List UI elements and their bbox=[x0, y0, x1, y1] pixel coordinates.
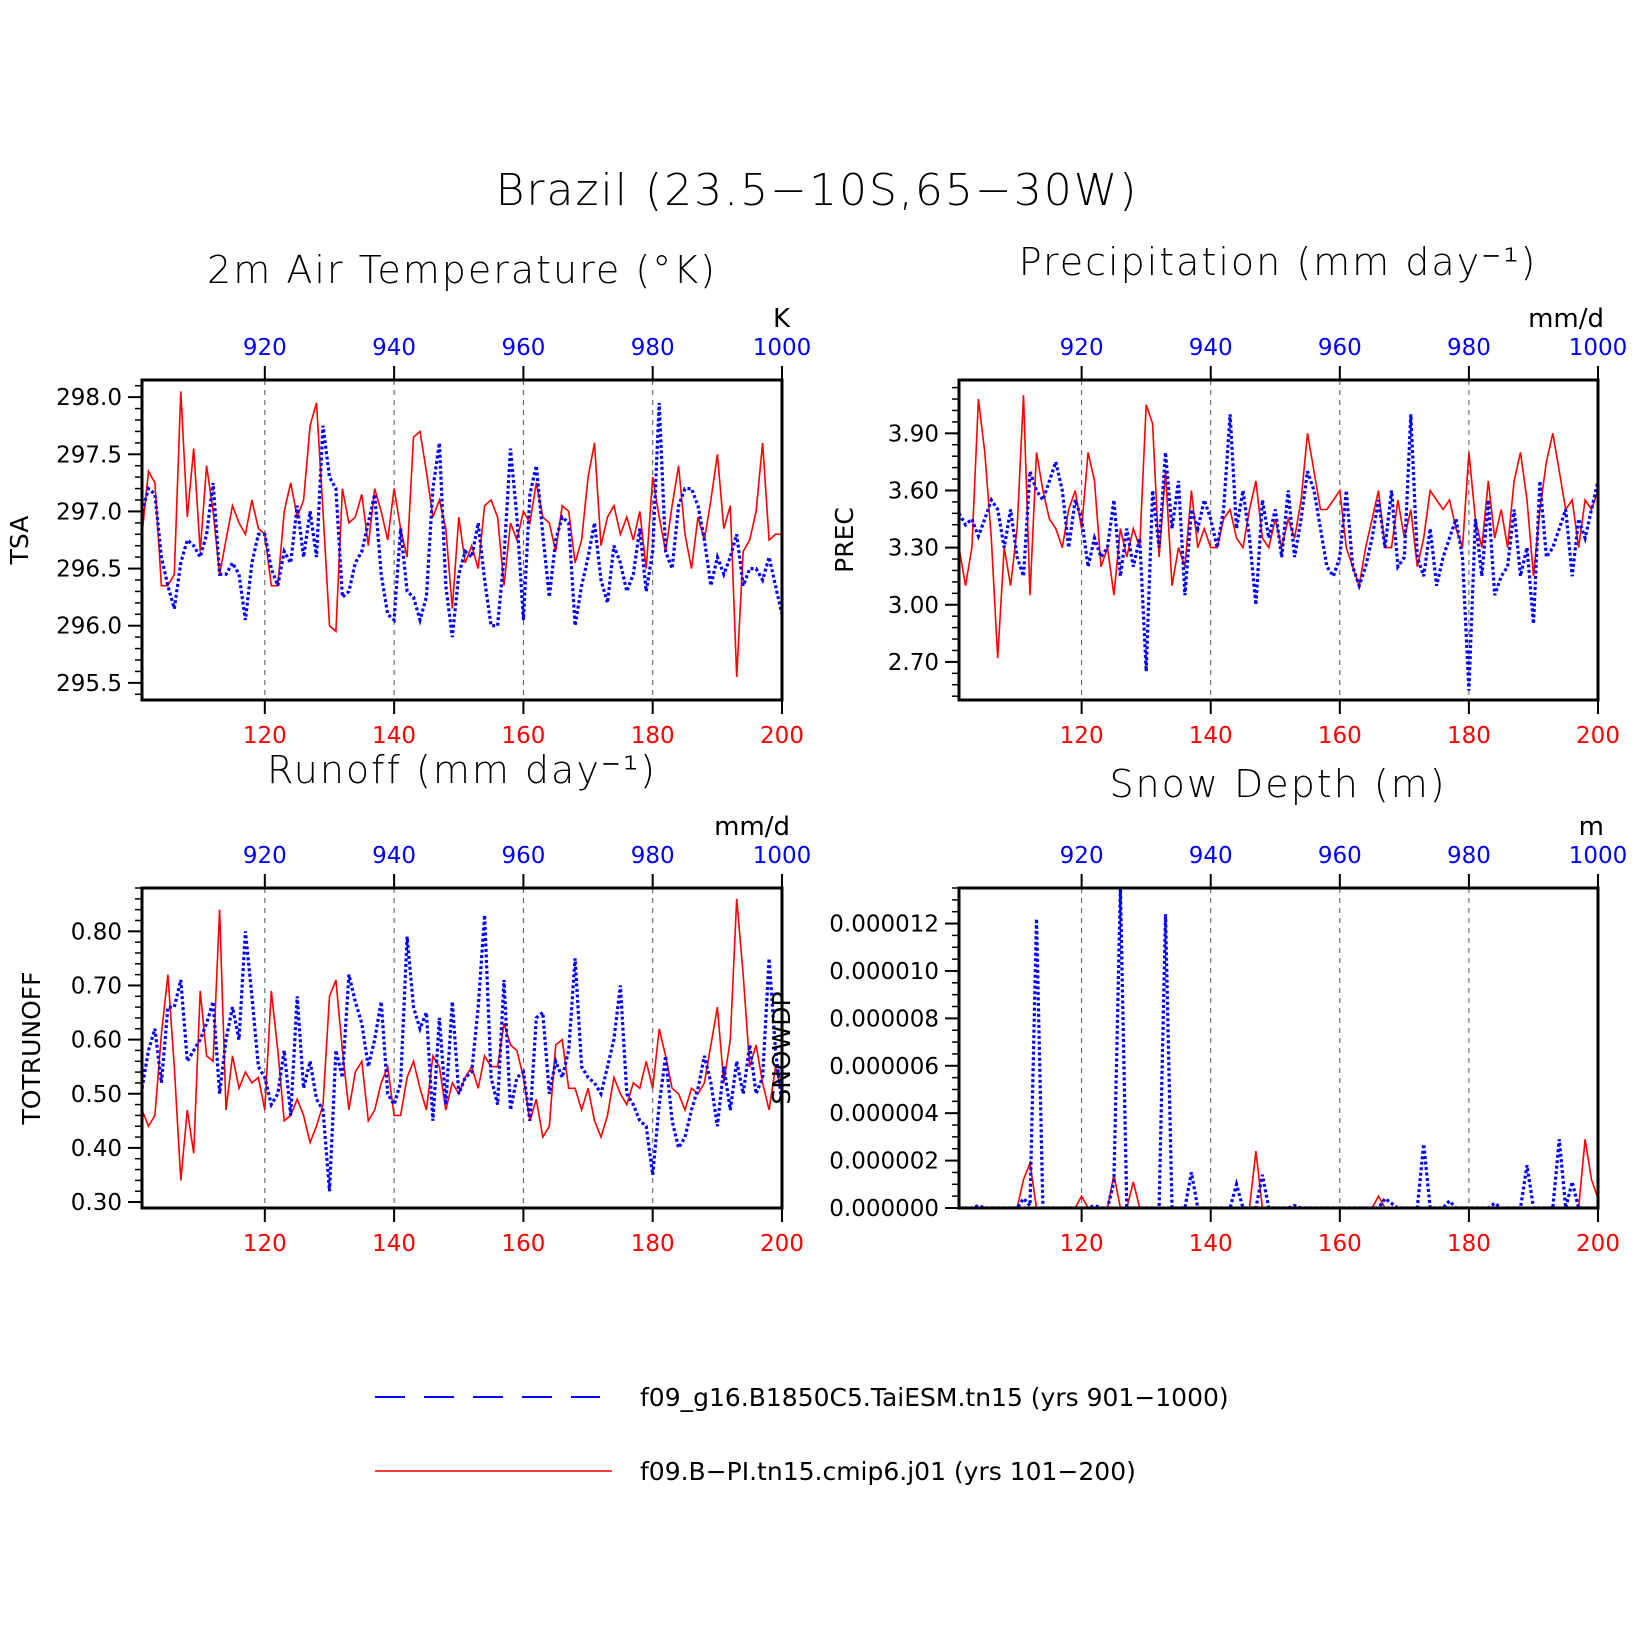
y-tick-label: 0.000000 bbox=[829, 1196, 939, 1222]
y-tick-label: 298.0 bbox=[56, 385, 122, 411]
y-tick-label: 0.000012 bbox=[829, 912, 939, 938]
y-tick-label: 297.5 bbox=[56, 442, 122, 468]
panel-runoff: Runoff (mm day⁻¹) mm/d TOTRUNOFF 0.30 0.40 0.… bbox=[17, 748, 811, 1257]
panel-air-temperature: 2m Air Temperature (°K) K TSA 295.5 296.0 296… bbox=[5, 248, 811, 749]
y-tick-label: 0.000002 bbox=[829, 1149, 939, 1175]
y-tick-label: 0.30 bbox=[71, 1190, 122, 1216]
legend-label-blue: f09_g16.B1850C5.TaiESM.tn15 (yrs 901−100… bbox=[640, 1383, 1229, 1412]
y-axis-label-runoff: TOTRUNOFF bbox=[17, 971, 46, 1125]
series-line-blue bbox=[142, 402, 782, 638]
y-axis-label-air-temperature: TSA bbox=[5, 516, 34, 566]
plot-frame bbox=[957, 378, 1600, 702]
panel-title-snow-depth: Snow Depth (m) bbox=[1109, 762, 1446, 806]
plot-frame bbox=[957, 886, 1600, 1210]
y-axis-label-precipitation: PREC bbox=[830, 507, 859, 573]
panel-precipitation: Precipitation (mm day⁻¹) mm/d PREC 2.70 3.00… bbox=[830, 240, 1627, 749]
series-line-red bbox=[959, 1139, 1598, 1208]
x-bottom-tick-label: 160 bbox=[1318, 723, 1362, 749]
x-top-tick-label: 940 bbox=[1189, 843, 1233, 869]
x-bottom-tick-label: 180 bbox=[631, 723, 675, 749]
panel-snow-depth: Snow Depth (m) m SNOWDP 0.000000 0.000002 0.0… bbox=[767, 762, 1627, 1257]
x-top-tick-label: 960 bbox=[1318, 335, 1362, 361]
y-tick-label: 0.000006 bbox=[829, 1054, 939, 1080]
x-bottom-tick-label: 120 bbox=[1060, 723, 1104, 749]
series-line-blue bbox=[959, 414, 1598, 691]
x-bottom-tick-label: 140 bbox=[372, 723, 416, 749]
x-top-tick-label: 920 bbox=[1060, 843, 1104, 869]
units-label-air-temperature: K bbox=[773, 304, 791, 334]
y-tick-label: 0.50 bbox=[71, 1082, 122, 1108]
y-tick-label: 3.00 bbox=[888, 593, 939, 619]
x-top-tick-label: 1000 bbox=[753, 335, 812, 361]
x-bottom-tick-label: 140 bbox=[1189, 723, 1233, 749]
x-bottom-tick-label: 200 bbox=[1576, 1231, 1620, 1257]
y-tick-label: 3.60 bbox=[888, 478, 939, 504]
x-bottom-tick-label: 200 bbox=[1576, 723, 1620, 749]
x-top-tick-label: 960 bbox=[501, 843, 545, 869]
x-bottom-tick-label: 140 bbox=[372, 1231, 416, 1257]
panel-title-runoff: Runoff (mm day⁻¹) bbox=[267, 748, 657, 792]
y-tick-label: 0.60 bbox=[71, 1028, 122, 1054]
x-top-tick-label: 980 bbox=[631, 335, 675, 361]
y-tick-label: 297.0 bbox=[56, 499, 122, 525]
series-line-blue bbox=[142, 914, 782, 1192]
legend-label-red: f09.B−PI.tn15.cmip6.j01 (yrs 101−200) bbox=[640, 1457, 1136, 1486]
y-tick-label: 0.80 bbox=[71, 919, 122, 945]
x-top-tick-label: 920 bbox=[243, 843, 287, 869]
x-bottom-tick-label: 160 bbox=[501, 723, 545, 749]
plot-frame bbox=[140, 378, 784, 702]
x-top-tick-label: 960 bbox=[1318, 843, 1362, 869]
x-top-tick-label: 960 bbox=[501, 335, 545, 361]
x-top-tick-label: 940 bbox=[372, 843, 416, 869]
x-bottom-tick-label: 160 bbox=[1318, 1231, 1362, 1257]
x-top-tick-label: 940 bbox=[372, 335, 416, 361]
y-axis-label-snow-depth: SNOWDP bbox=[767, 991, 796, 1104]
x-top-tick-label: 1000 bbox=[1569, 335, 1628, 361]
x-bottom-tick-label: 200 bbox=[760, 1231, 804, 1257]
panel-title-precipitation: Precipitation (mm day⁻¹) bbox=[1019, 240, 1538, 284]
x-bottom-tick-label: 120 bbox=[243, 1231, 287, 1257]
x-bottom-tick-label: 120 bbox=[243, 723, 287, 749]
series-line-blue bbox=[959, 888, 1598, 1208]
legend: f09_g16.B1850C5.TaiESM.tn15 (yrs 901−100… bbox=[375, 1383, 1229, 1486]
units-label-precipitation: mm/d bbox=[1528, 304, 1604, 334]
y-tick-label: 2.70 bbox=[888, 650, 939, 676]
y-tick-label: 0.40 bbox=[71, 1136, 122, 1162]
x-bottom-tick-label: 160 bbox=[501, 1231, 545, 1257]
x-top-tick-label: 1000 bbox=[1569, 843, 1628, 869]
x-top-tick-label: 940 bbox=[1189, 335, 1233, 361]
y-tick-label: 295.5 bbox=[56, 671, 122, 697]
x-bottom-tick-label: 180 bbox=[1447, 1231, 1491, 1257]
y-tick-label: 0.000004 bbox=[829, 1101, 939, 1127]
x-top-tick-label: 1000 bbox=[753, 843, 812, 869]
y-tick-label: 296.5 bbox=[56, 557, 122, 583]
x-bottom-tick-label: 180 bbox=[1447, 723, 1491, 749]
x-bottom-tick-label: 180 bbox=[631, 1231, 675, 1257]
units-label-runoff: mm/d bbox=[714, 812, 790, 842]
y-tick-label: 3.90 bbox=[888, 421, 939, 447]
x-top-tick-label: 920 bbox=[243, 335, 287, 361]
panel-title-air-temperature: 2m Air Temperature (°K) bbox=[207, 248, 717, 292]
y-tick-label: 0.000008 bbox=[829, 1006, 939, 1032]
x-top-tick-label: 980 bbox=[1447, 335, 1491, 361]
figure-title: Brazil (23.5−10S,65−30W) bbox=[496, 165, 1139, 216]
y-tick-label: 3.30 bbox=[888, 536, 939, 562]
series-line-red bbox=[142, 391, 782, 678]
x-bottom-tick-label: 140 bbox=[1189, 1231, 1233, 1257]
x-bottom-tick-label: 200 bbox=[760, 723, 804, 749]
y-tick-label: 296.0 bbox=[56, 614, 122, 640]
x-top-tick-label: 920 bbox=[1060, 335, 1104, 361]
x-top-tick-label: 980 bbox=[1447, 843, 1491, 869]
y-tick-label: 0.70 bbox=[71, 973, 122, 999]
units-label-snow-depth: m bbox=[1579, 812, 1604, 842]
y-tick-label: 0.000010 bbox=[829, 959, 939, 985]
x-bottom-tick-label: 120 bbox=[1060, 1231, 1104, 1257]
x-top-tick-label: 980 bbox=[631, 843, 675, 869]
plot-frame bbox=[140, 886, 784, 1210]
